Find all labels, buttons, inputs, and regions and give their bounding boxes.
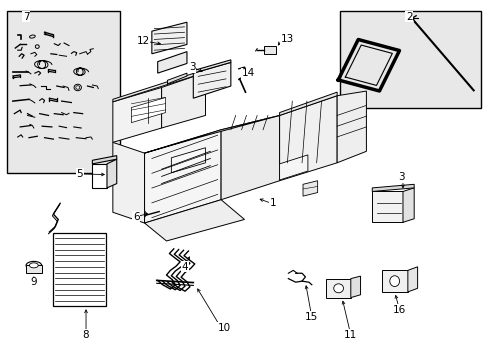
Polygon shape	[92, 156, 117, 164]
Polygon shape	[26, 265, 42, 273]
Text: 3: 3	[397, 172, 404, 182]
Polygon shape	[407, 267, 417, 292]
Polygon shape	[221, 116, 279, 200]
Text: 5: 5	[76, 169, 83, 179]
Polygon shape	[144, 130, 221, 223]
Polygon shape	[381, 270, 407, 292]
Polygon shape	[131, 98, 165, 123]
Ellipse shape	[389, 276, 399, 287]
Text: 10: 10	[217, 323, 230, 333]
Polygon shape	[336, 91, 366, 163]
Polygon shape	[161, 72, 205, 128]
Text: 7: 7	[22, 12, 29, 22]
Polygon shape	[193, 60, 230, 73]
Polygon shape	[113, 142, 144, 223]
Polygon shape	[264, 45, 276, 54]
Text: 8: 8	[82, 330, 89, 340]
Text: 11: 11	[344, 330, 357, 340]
Polygon shape	[113, 87, 161, 142]
Polygon shape	[402, 188, 413, 222]
Polygon shape	[371, 192, 402, 222]
Polygon shape	[326, 279, 350, 298]
Polygon shape	[158, 51, 186, 73]
Ellipse shape	[333, 284, 343, 293]
Polygon shape	[144, 200, 244, 241]
Text: 14: 14	[241, 68, 255, 78]
Text: 13: 13	[280, 34, 293, 44]
Polygon shape	[371, 184, 413, 192]
Polygon shape	[279, 155, 307, 180]
Polygon shape	[171, 148, 205, 173]
Polygon shape	[144, 116, 279, 153]
Ellipse shape	[29, 263, 38, 268]
Polygon shape	[279, 96, 336, 181]
Polygon shape	[107, 159, 117, 188]
Text: 2: 2	[405, 12, 412, 22]
Polygon shape	[350, 276, 360, 298]
Bar	[339, 12, 480, 108]
Polygon shape	[193, 62, 230, 98]
Polygon shape	[167, 73, 186, 84]
Ellipse shape	[26, 261, 41, 269]
Polygon shape	[303, 181, 317, 196]
Polygon shape	[92, 164, 107, 188]
Text: 15: 15	[305, 312, 318, 322]
Polygon shape	[279, 92, 336, 116]
Polygon shape	[113, 69, 205, 102]
Text: 3: 3	[189, 62, 195, 72]
Text: 6: 6	[133, 212, 139, 221]
Text: 9: 9	[30, 277, 37, 287]
Text: 1: 1	[269, 198, 276, 208]
Polygon shape	[53, 233, 105, 306]
Text: 16: 16	[392, 305, 406, 315]
Text: 4: 4	[182, 262, 188, 272]
Bar	[6, 12, 120, 173]
Text: 12: 12	[136, 36, 149, 46]
Polygon shape	[152, 22, 186, 54]
